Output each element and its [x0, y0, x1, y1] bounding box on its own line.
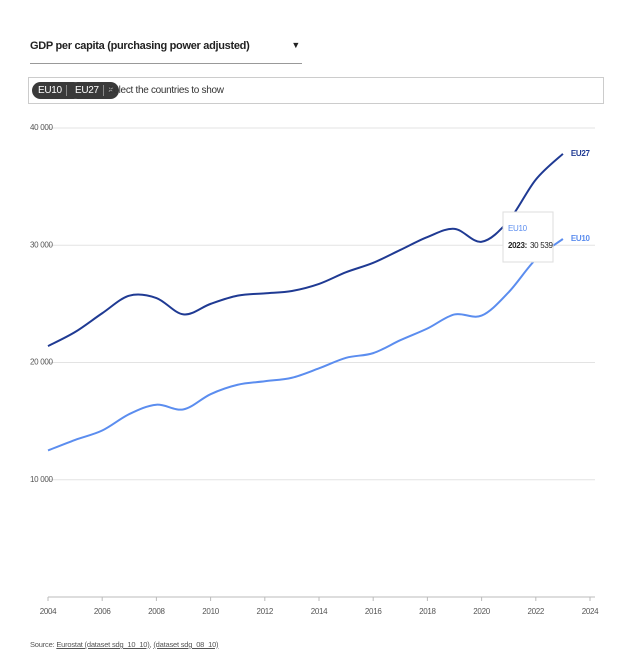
- chip-remove[interactable]: ×: [102, 85, 114, 96]
- source-link[interactable]: Eurostat (dataset sdg_10_10): [56, 640, 150, 649]
- chip-label: EU10: [38, 85, 62, 96]
- tooltip-x: 2023:: [508, 241, 527, 250]
- y-tick-label: 10 000: [30, 475, 54, 484]
- x-tick-label: 2004: [40, 607, 57, 616]
- x-tick-label: 2016: [365, 607, 382, 616]
- chip[interactable]: EU27 ×: [69, 82, 120, 99]
- source-prefix: Source:: [30, 640, 55, 649]
- series-line: [47, 153, 564, 347]
- x-tick-label: 2022: [527, 607, 544, 616]
- tooltip-value: 30 539: [530, 241, 554, 250]
- y-tick-label: 20 000: [30, 358, 54, 367]
- x-tick-label: 2010: [202, 607, 219, 616]
- series-end-label: EU10: [571, 234, 591, 243]
- x-tick-label: 2012: [256, 607, 273, 616]
- x-tick-label: 2006: [94, 607, 111, 616]
- filter-placeholder[interactable]: Select the countries to show: [107, 85, 224, 96]
- source: Source: Eurostat (dataset sdg_10_10), (d…: [30, 640, 219, 649]
- series-line: [47, 238, 564, 452]
- chip-label: EU27: [75, 85, 99, 96]
- series-end-label: EU27: [571, 149, 591, 158]
- x-tick-label: 2018: [419, 607, 436, 616]
- x-tick-label: 2014: [311, 607, 328, 616]
- tooltip-title: EU10: [508, 224, 528, 233]
- dropdown-arrow[interactable]: ▼: [291, 40, 300, 50]
- indicator-dropdown[interactable]: GDP per capita (purchasing power adjuste…: [30, 40, 302, 64]
- source-sep: ,: [149, 640, 152, 649]
- x-tick-label: 2024: [582, 607, 599, 616]
- x-tick-label: 2020: [473, 607, 490, 616]
- country-filter[interactable]: EU10 × EU27× Select the countries to show: [28, 77, 604, 104]
- tooltip-box: [502, 211, 554, 263]
- y-tick-label: 30 000: [30, 240, 54, 249]
- y-tick-label: 40 000: [30, 123, 54, 132]
- dropdown-label: GDP per capita (purchasing power adjuste…: [30, 40, 250, 52]
- source-link[interactable]: (dataset sdg_08_10): [153, 640, 219, 649]
- x-tick-label: 2008: [148, 607, 165, 616]
